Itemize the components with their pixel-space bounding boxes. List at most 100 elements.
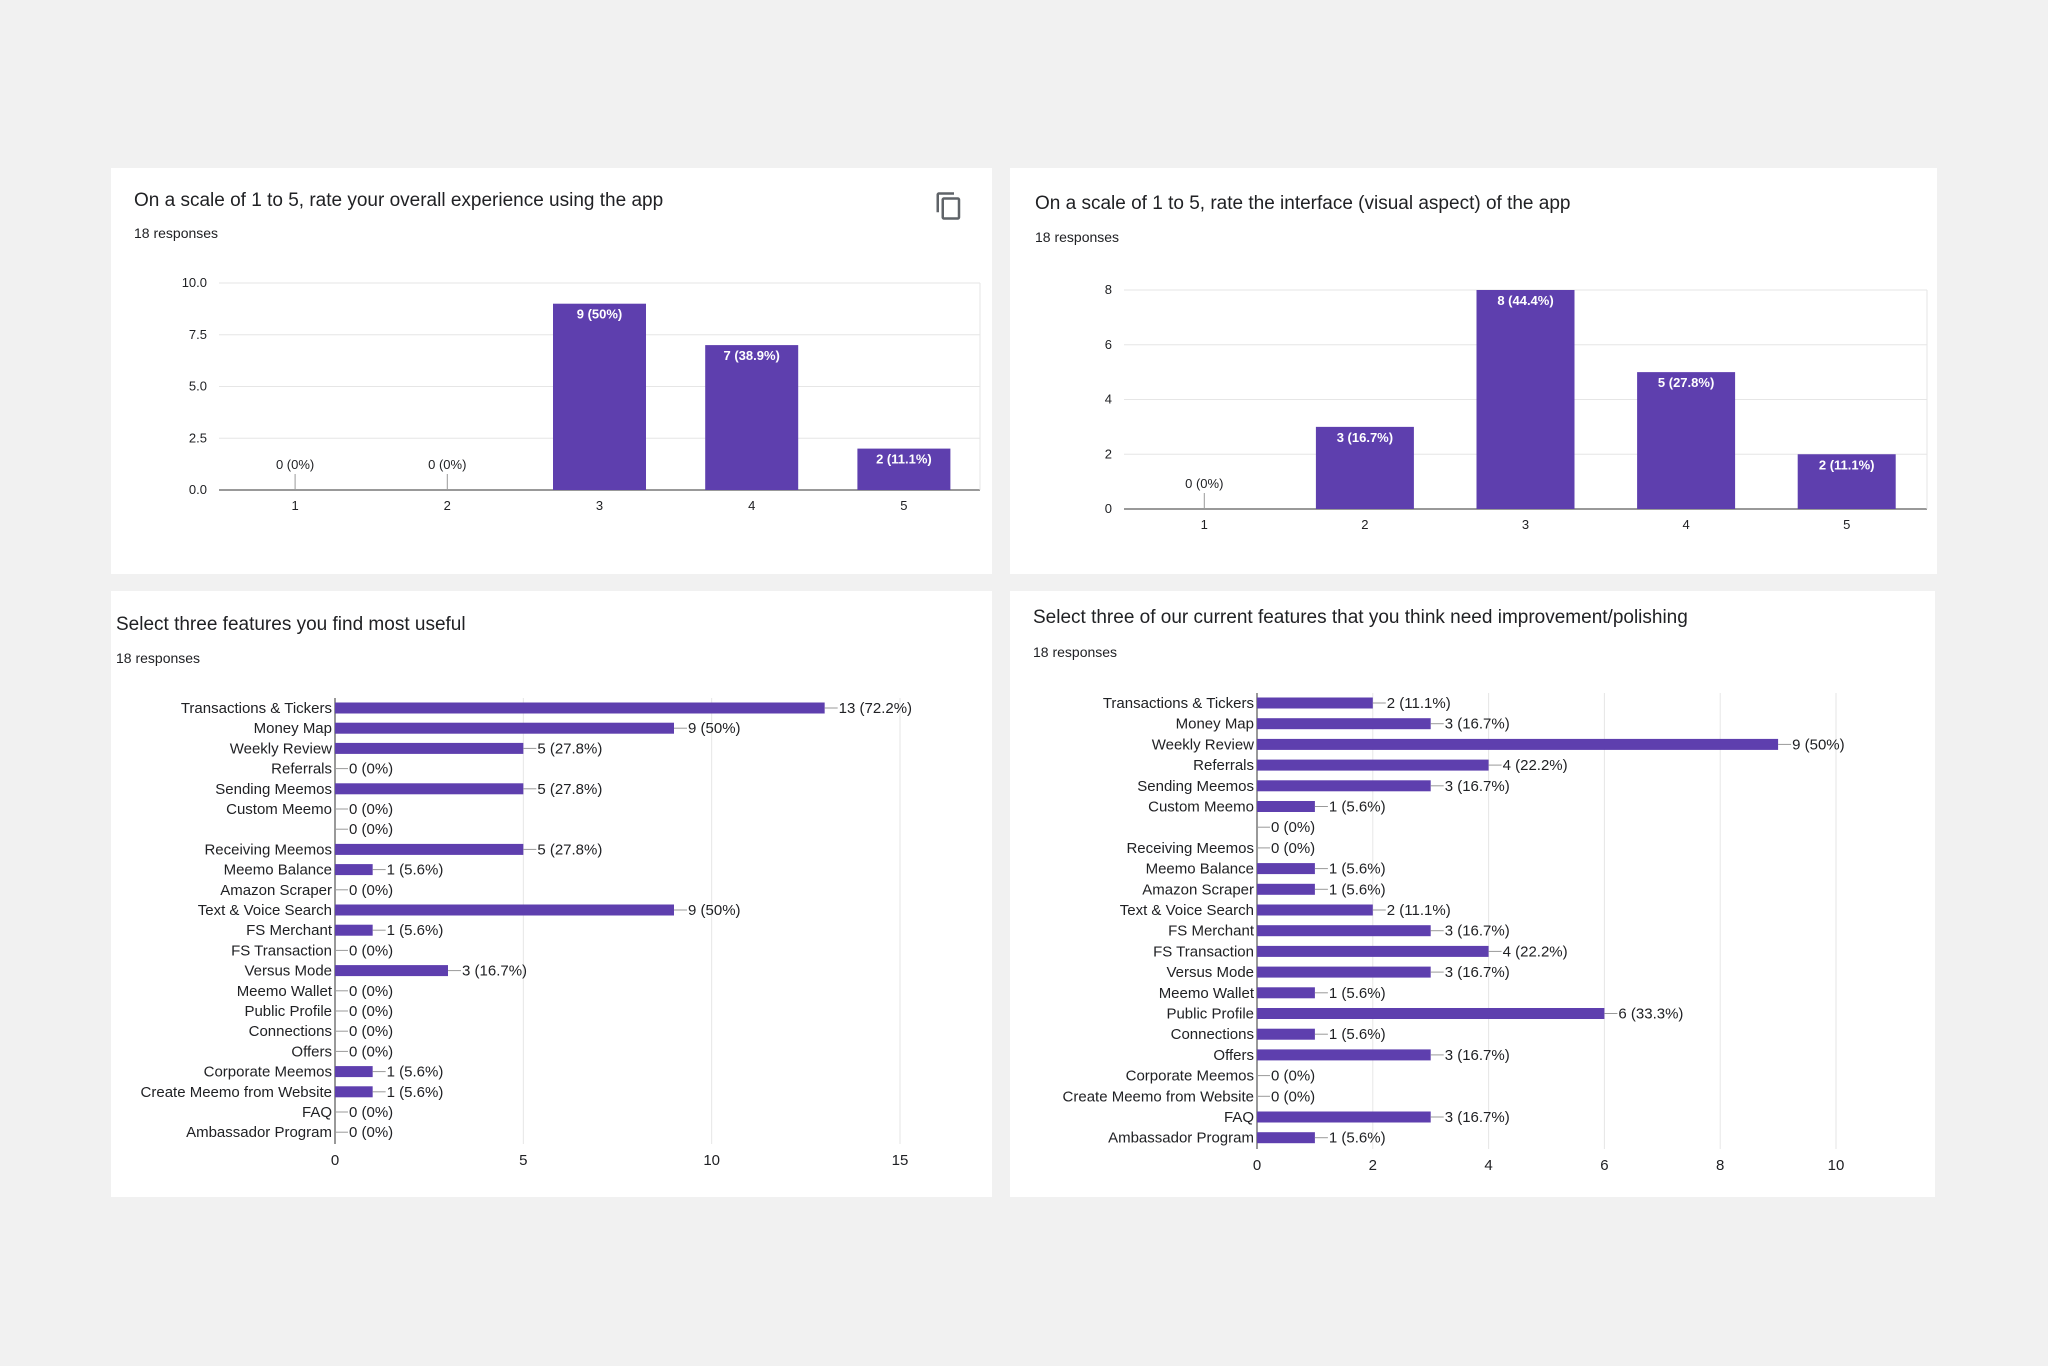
bar [705, 345, 799, 490]
data-label: 5 (27.8%) [537, 841, 602, 858]
bar [1257, 780, 1431, 792]
category-label: Transactions & Tickers [181, 700, 332, 717]
category-label: Custom Meemo [226, 801, 332, 818]
category-label: Receiving Meemos [1126, 840, 1254, 857]
x-tick-label: 5 [1843, 517, 1850, 532]
x-tick-label: 4 [748, 498, 755, 513]
bar [335, 742, 524, 754]
category-label: Versus Mode [1166, 964, 1254, 981]
data-label: 13 (72.2%) [839, 700, 912, 717]
category-label: Create Meemo from Website [1063, 1088, 1254, 1105]
data-label: 0 (0%) [276, 457, 314, 472]
category-label: Connections [1171, 1026, 1254, 1043]
x-tick-label: 2 [1361, 517, 1368, 532]
data-label: 9 (50%) [1792, 736, 1845, 753]
x-tick-label: 4 [1484, 1157, 1492, 1174]
data-label: 0 (0%) [1271, 1068, 1315, 1085]
data-label: 1 (5.6%) [1329, 881, 1386, 898]
y-tick-label: 6 [1105, 337, 1112, 352]
category-label: Meemo Wallet [1159, 985, 1255, 1002]
category-label: Offers [291, 1043, 332, 1060]
category-label: Referrals [1193, 757, 1254, 774]
category-label: Corporate Meemos [1126, 1068, 1254, 1085]
data-label: 3 (16.7%) [1445, 964, 1510, 981]
category-label: Text & Voice Search [198, 902, 332, 919]
y-tick-label: 2.5 [189, 430, 207, 445]
y-tick-label: 10.0 [182, 275, 207, 290]
category-label: FS Transaction [231, 942, 332, 959]
y-tick-label: 8 [1105, 282, 1112, 297]
x-tick-label: 10 [1828, 1157, 1845, 1174]
data-label: 1 (5.6%) [1329, 1026, 1386, 1043]
data-label: 3 (16.7%) [1337, 430, 1393, 445]
bar [1257, 801, 1315, 812]
bar [1257, 1008, 1605, 1019]
data-label: 9 (50%) [688, 720, 741, 737]
category-label: Money Map [254, 720, 332, 737]
data-label: 8 (44.4%) [1497, 293, 1553, 308]
card-interface-rating: On a scale of 1 to 5, rate the interface… [1010, 168, 1937, 574]
x-tick-label: 5 [519, 1152, 527, 1169]
y-tick-label: 7.5 [189, 327, 207, 342]
card-overall-experience: On a scale of 1 to 5, rate your overall … [111, 168, 992, 574]
card-needs-improvement: Select three of our current features tha… [1010, 591, 1935, 1197]
bar [335, 702, 825, 714]
data-label: 1 (5.6%) [1329, 1130, 1386, 1147]
data-label: 0 (0%) [349, 801, 393, 818]
x-tick-label: 1 [1201, 517, 1208, 532]
category-label: Receiving Meemos [204, 841, 332, 858]
bar [1257, 1028, 1315, 1040]
category-label: Weekly Review [1152, 736, 1254, 753]
bar [1257, 718, 1431, 730]
x-tick-label: 4 [1682, 517, 1689, 532]
data-label: 0 (0%) [1271, 1088, 1315, 1105]
bar [1797, 454, 1896, 509]
y-tick-label: 4 [1105, 392, 1112, 407]
category-label: FS Merchant [246, 922, 333, 939]
category-label: Sending Meemos [1137, 778, 1254, 795]
category-label: Ambassador Program [186, 1124, 332, 1141]
category-label: Corporate Meemos [204, 1064, 332, 1081]
bar-chart-overall-experience: 0.0 2.5 5.0 7.5 10.0 1 0 (0%) 2 0 (0%) 3 9 (50%) 4 7… [182, 275, 981, 513]
data-label: 3 (16.7%) [1445, 1109, 1510, 1126]
bar [335, 1086, 373, 1098]
bar [335, 965, 448, 977]
category-label: Transactions & Tickers [1103, 695, 1254, 712]
category-label: Meemo Wallet [237, 983, 333, 1000]
category-label: Referrals [271, 761, 332, 778]
data-label: 0 (0%) [1185, 476, 1223, 491]
data-label: 2 (11.1%) [1387, 695, 1451, 712]
category-label: Custom Meemo [1148, 799, 1254, 816]
data-label: 6 (33.3%) [1618, 1006, 1683, 1023]
y-tick-label: 5.0 [189, 379, 207, 394]
x-tick-label: 3 [1522, 517, 1529, 532]
x-tick-label: 15 [892, 1152, 909, 1169]
card-title: Select three features you find most usef… [116, 614, 466, 635]
category-label: FAQ [1224, 1109, 1254, 1126]
hbar-chart-most-useful: 0 5 10 15 Transactions & Tickers 13 (72.2%) Mo… [141, 698, 912, 1169]
data-label: 0 (0%) [349, 983, 393, 1000]
y-tick-label: 0.0 [189, 482, 207, 497]
data-label: 0 (0%) [349, 882, 393, 899]
category-label: Public Profile [244, 1003, 332, 1020]
data-label: 4 (22.2%) [1503, 943, 1568, 960]
x-tick-label: 2 [444, 498, 451, 513]
category-label: FAQ [302, 1104, 332, 1121]
category-label: Amazon Scraper [1142, 881, 1254, 898]
data-label: 1 (5.6%) [387, 1084, 444, 1101]
data-label: 7 (38.9%) [724, 348, 780, 363]
category-label: Text & Voice Search [1120, 902, 1254, 919]
data-label: 1 (5.6%) [387, 1064, 444, 1081]
bar [335, 1066, 373, 1078]
bar [1257, 987, 1315, 999]
x-tick-label: 5 [900, 498, 907, 513]
copy-icon[interactable] [934, 191, 964, 221]
bar [553, 303, 646, 490]
bar [335, 783, 524, 795]
data-label: 1 (5.6%) [1329, 861, 1386, 878]
bar [335, 864, 373, 876]
response-count: 18 responses [116, 650, 201, 666]
bar [1257, 925, 1431, 937]
bar [1315, 426, 1414, 509]
x-tick-label: 1 [291, 498, 298, 513]
